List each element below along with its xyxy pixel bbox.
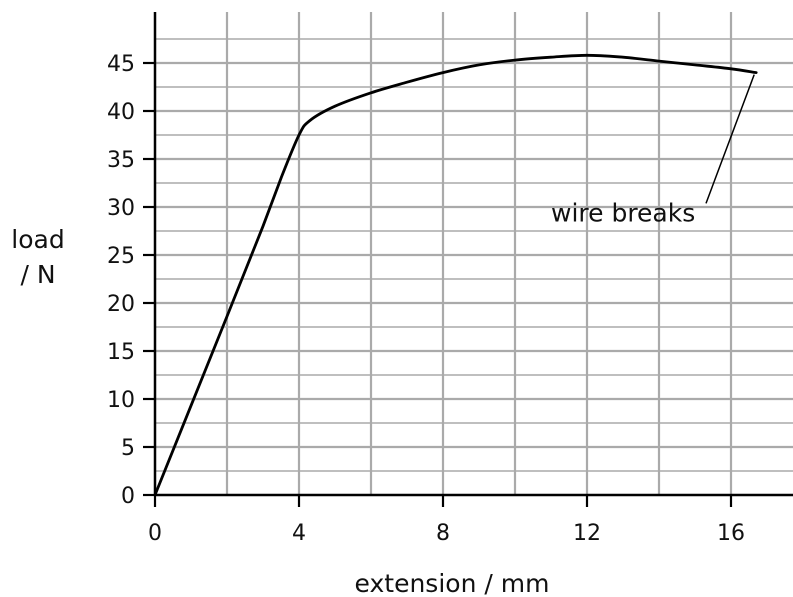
y-axis-title-line-2: / N [20,260,55,289]
x-tick-label: 0 [148,521,162,546]
y-tick-label: 5 [121,436,135,461]
y-tick-label: 25 [107,244,135,269]
x-tick-label: 12 [573,521,601,546]
y-axis-title-line-1: load [11,225,64,254]
annotation-pointer [705,74,755,204]
axes [153,12,793,497]
y-tick-label: 10 [107,388,135,413]
annotations: wire breaks [551,74,755,227]
y-tick-label: 20 [107,292,135,317]
x-tick-label: 4 [292,521,306,546]
y-tick-label: 15 [107,340,135,365]
annotation-label: wire breaks [551,198,695,227]
y-tick-label: 40 [107,100,135,125]
series-line-0 [153,53,758,497]
tick-labels: 0 5 10 15 20 25 30 35 40 45 0 4 8 12 16 [107,52,745,546]
x-tick-label: 16 [717,521,745,546]
y-tick-label: 45 [107,52,135,77]
y-tick-label: 30 [107,196,135,221]
data-series [153,53,758,497]
y-tick-label: 0 [121,484,135,509]
x-axis-title: extension / mm [355,569,550,597]
y-tick-label: 35 [107,148,135,173]
x-tick-label: 8 [436,521,450,546]
axis-ticks [143,61,733,507]
